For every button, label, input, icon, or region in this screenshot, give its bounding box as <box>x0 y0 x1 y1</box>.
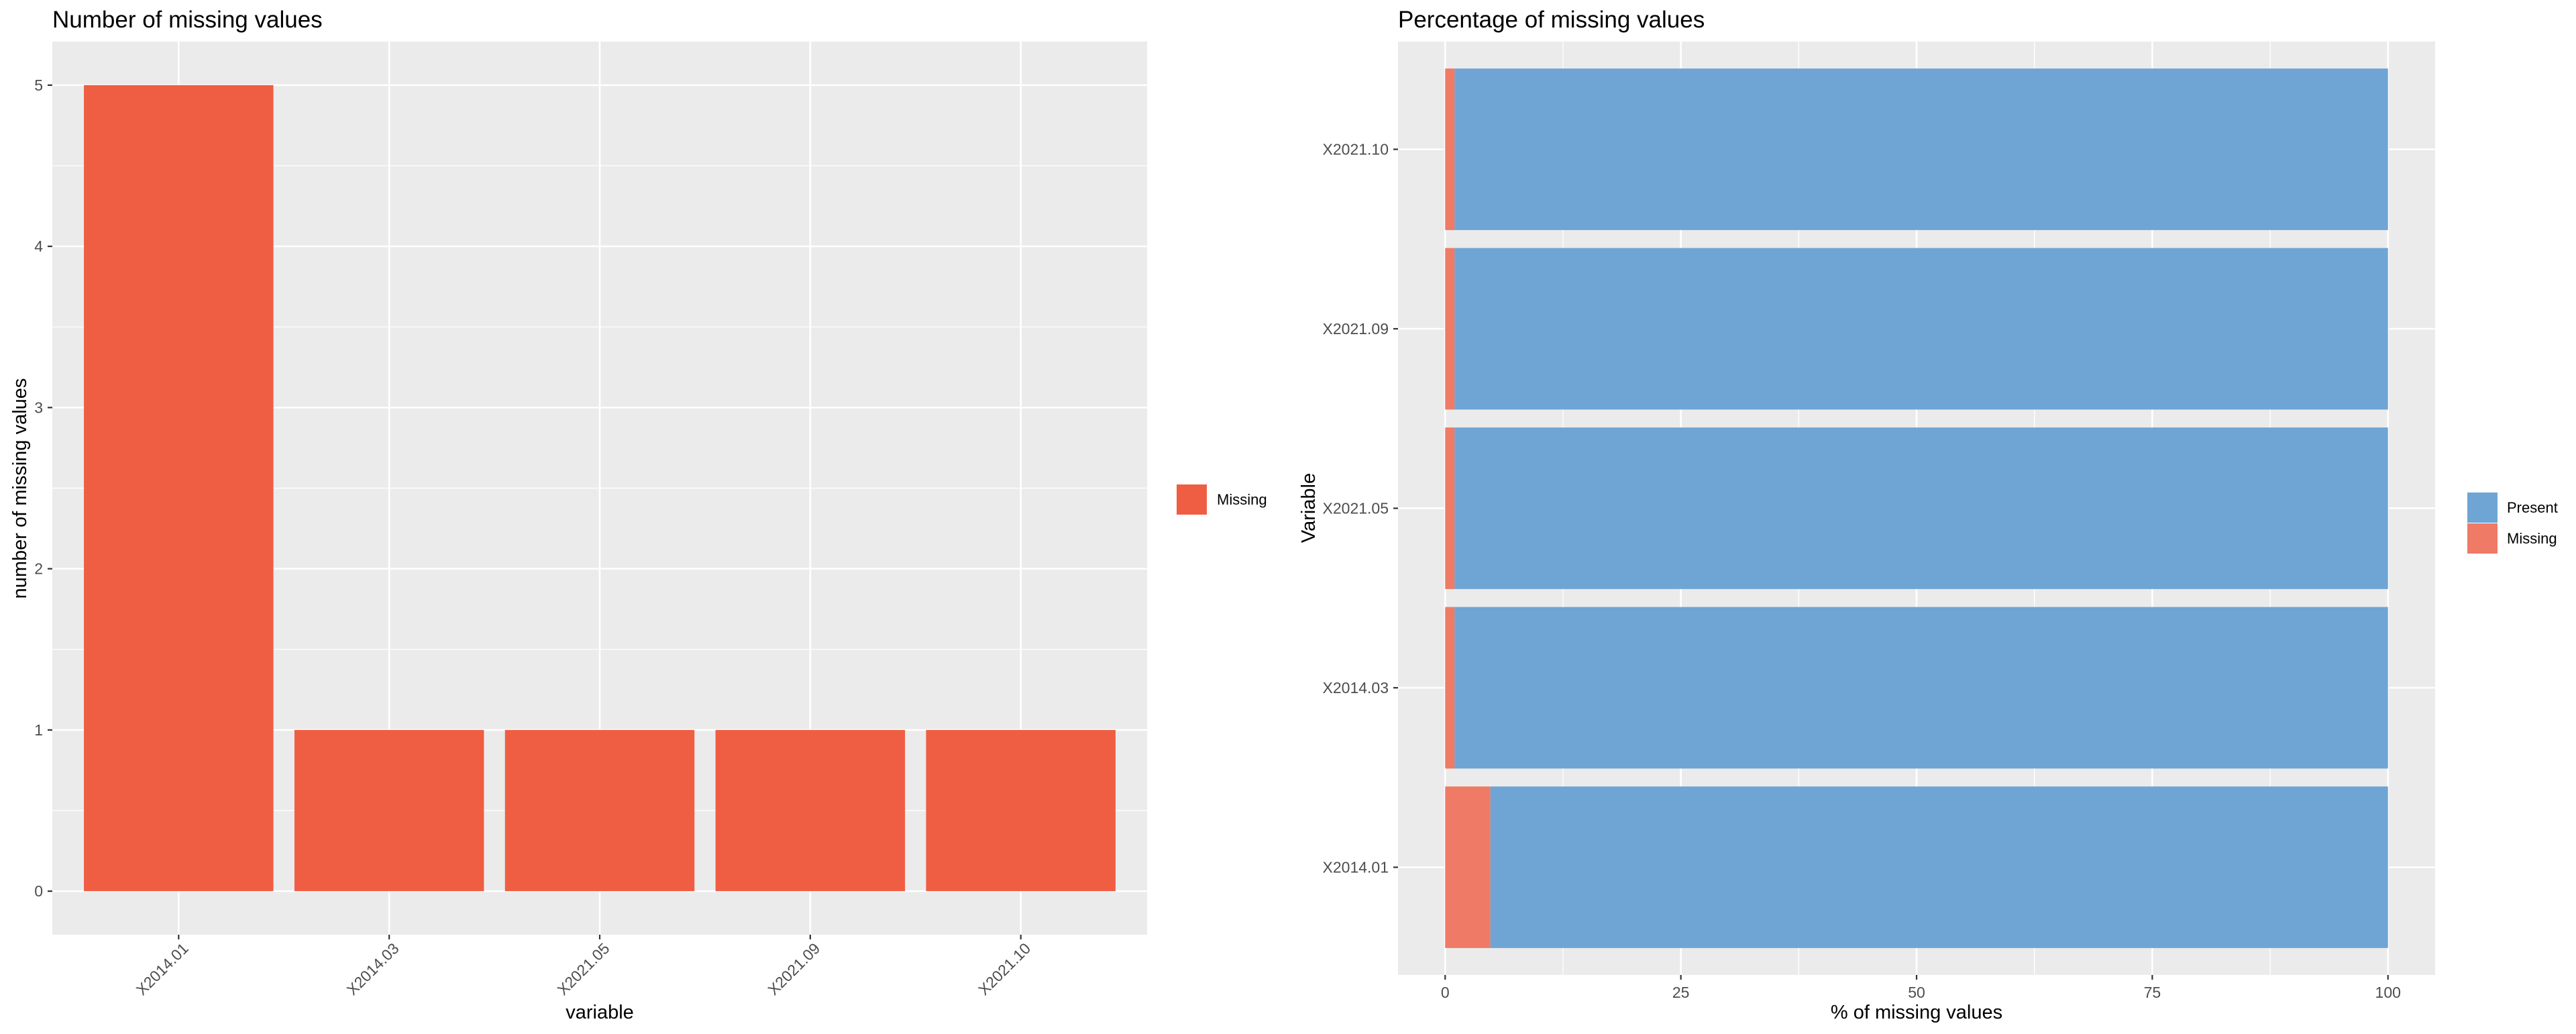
bar-missing-X2021.05 <box>1445 427 1455 589</box>
bar-X2021.09 <box>715 729 906 892</box>
right-legend: Present Missing <box>2467 493 2558 554</box>
legend-label-present: Present <box>2507 499 2558 516</box>
legend-label-missing-pct: Missing <box>2507 530 2557 547</box>
right-x-tick-label: 75 <box>2144 984 2161 1001</box>
bar-present-X2021.05 <box>1454 427 2388 589</box>
legend-label-missing: Missing <box>1217 491 1267 508</box>
right-chart-title: Percentage of missing values <box>1398 7 1705 33</box>
right-y-tick-label: X2021.09 <box>1323 320 1389 338</box>
right-y-tick-label: X2021.10 <box>1323 141 1389 158</box>
left-y-tick-label: 2 <box>34 560 43 578</box>
left-y-tick-label: 0 <box>34 882 43 900</box>
left-x-tick-label: X2021.05 <box>554 939 613 998</box>
right-x-axis-title: % of missing values <box>1831 1002 2002 1023</box>
left-x-tick-label: X2014.03 <box>343 939 402 998</box>
left-x-tick-label: X2014.01 <box>133 939 192 998</box>
left-x-axis-title: variable <box>566 1002 634 1023</box>
bar-X2021.05 <box>504 729 695 892</box>
right-x-tick-label: 50 <box>1908 984 1925 1001</box>
left-bars <box>84 85 1116 892</box>
right-y-tick-label: X2014.03 <box>1323 679 1389 696</box>
right-x-ticks: 0 25 50 75 100 <box>1441 975 2401 1001</box>
left-y-tick-label: 3 <box>34 399 43 416</box>
bar-X2014.03 <box>294 729 484 892</box>
right-y-ticks: X2014.01 X2014.03 X2021.05 X2021.09 X2021.10 <box>1323 141 1398 876</box>
legend-key-missing <box>1177 484 1207 515</box>
right-bars <box>1445 68 2388 948</box>
left-y-ticks: 0 1 2 3 4 5 <box>34 76 52 900</box>
right-x-tick-label: 0 <box>1441 984 1450 1001</box>
bar-missing-X2014.03 <box>1445 607 1455 769</box>
left-x-tick-label: X2021.09 <box>764 939 823 998</box>
bar-X2021.10 <box>926 729 1116 892</box>
left-y-tick-label: 5 <box>34 76 43 94</box>
left-x-ticks: X2014.01 X2014.03 X2021.05 X2021.09 X2021.10 <box>133 935 1034 998</box>
bar-missing-X2021.10 <box>1445 68 1455 230</box>
left-chart-title: Number of missing values <box>52 7 323 33</box>
left-y-tick-label: 1 <box>34 721 43 739</box>
bar-present-X2021.10 <box>1454 68 2388 230</box>
bar-X2014.01 <box>84 85 274 892</box>
bar-present-X2014.01 <box>1490 786 2388 948</box>
missing-count-chart: Number of missing values 0 1 2 3 4 5 X2014.01… <box>9 7 1267 1023</box>
bar-missing-X2014.01 <box>1445 786 1491 948</box>
left-y-tick-label: 4 <box>34 238 43 255</box>
right-y-axis-title: Variable <box>1298 473 1320 543</box>
left-y-axis-title: number of missing values <box>9 378 31 599</box>
right-x-tick-label: 25 <box>1672 984 1690 1001</box>
legend-key-present <box>2467 493 2498 523</box>
missing-percent-chart: Percentage of missing values X2014.01X20… <box>1298 7 2558 1023</box>
right-y-tick-label: X2021.05 <box>1323 500 1389 517</box>
bar-present-X2021.09 <box>1454 248 2388 410</box>
bar-present-X2014.03 <box>1454 607 2388 769</box>
right-x-tick-label: 100 <box>2375 984 2401 1001</box>
left-legend: Missing <box>1177 484 1267 515</box>
left-x-tick-label: X2021.10 <box>975 939 1034 998</box>
legend-key-missing-pct <box>2467 523 2498 554</box>
right-y-tick-label: X2014.01 <box>1323 859 1389 876</box>
bar-missing-X2021.09 <box>1445 248 1455 410</box>
